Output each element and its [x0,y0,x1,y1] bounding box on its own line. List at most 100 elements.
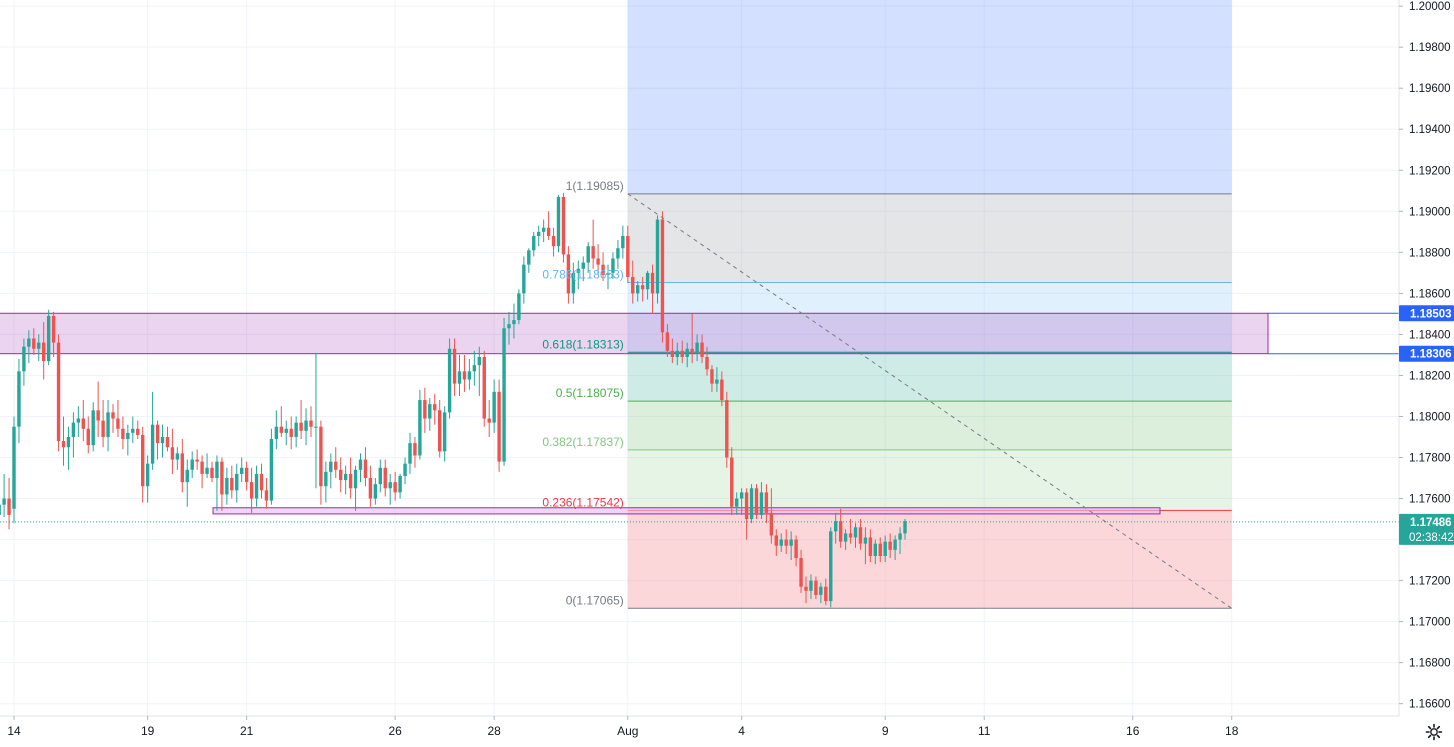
candle-body [339,469,343,481]
candle-body [91,410,95,446]
candle-body [61,441,66,448]
candle-body [848,533,853,538]
candle-body [804,586,808,591]
zone-price-tag [1399,305,1454,322]
candle-body [754,488,759,515]
candle-body [774,535,778,546]
price-tick-label: 1.20000 [1409,1,1451,13]
candle-body [393,482,397,493]
support-zone [212,507,1161,515]
candle-body [205,467,209,474]
candle-body [735,498,739,507]
candle-body [834,521,838,532]
candle-body [883,541,887,556]
candle-body [759,492,764,515]
candle-body [878,543,882,556]
fib-level-label: 0.382(1.17837) [542,435,623,449]
countdown-label: 02:38:42 [1409,532,1454,544]
candle-body [853,527,858,538]
trend-line [0,193,1399,609]
time-tick-label: 28 [487,724,501,738]
candle-body [819,586,823,595]
time-axis: 14 19 21 26 28 Aug 4 9 11 16 18 [0,715,1454,744]
fib-zone [627,401,1232,450]
candle-body [96,410,100,421]
candle-body [324,471,328,487]
candle-body [784,539,788,546]
time-tick-label: Aug [617,724,638,738]
time-tick-label: 11 [978,724,991,738]
grid [0,0,1399,716]
candle-body [190,459,194,470]
candle-body [101,420,105,437]
candle-body [155,424,160,444]
zone-price-tag-label: 1.18503 [1410,308,1452,320]
candle-body [665,332,670,351]
candle-body [566,254,571,294]
candle-body [240,467,244,474]
candle-body [37,342,41,349]
candle-body [353,469,358,489]
price-tick-label: 1.16800 [1409,658,1451,670]
price-tick-label: 1.19000 [1409,206,1451,218]
candle-body [650,272,655,294]
price-tick-label: 1.18600 [1409,288,1451,300]
last-price-tag [1399,513,1454,545]
candle-body [571,272,576,294]
candle-body [259,473,264,491]
candle-body [17,371,21,427]
candle-body [631,276,635,294]
candle-body [195,459,199,462]
candle-body [517,293,521,321]
candle-body [46,315,51,362]
gear-icon[interactable] [1424,722,1444,742]
candle-body [279,426,283,433]
candle-body [12,426,16,509]
candle-body [502,328,506,462]
candle-body [32,338,36,349]
candle-body [121,428,125,440]
candle-body [111,412,115,419]
candle-body [22,346,26,372]
candle-body [452,348,457,384]
candle-body [893,539,897,550]
candle-body [141,434,145,487]
time-axis-bg [0,716,1454,744]
candle-body [477,356,481,366]
price-tick-label: 1.16600 [1409,699,1451,711]
candle-body [541,227,546,232]
candle-body [235,473,239,491]
fib-zone [627,0,1232,194]
candle-body [165,436,170,448]
candle-body [482,356,486,419]
candle-body [428,404,432,419]
candle-body [749,488,754,520]
candle-body [0,504,1,515]
price-tick-label: 1.17200 [1409,576,1451,588]
candle-body [249,482,254,499]
price-tick-label: 1.19800 [1409,42,1451,54]
candle-body [685,348,689,357]
candle-body [254,473,259,499]
candle-body [779,539,783,546]
candle-body [527,250,531,265]
candle-body [611,258,615,273]
candle-body [294,422,298,437]
candle-body [398,475,402,493]
candle-body [645,272,650,290]
candle-body [794,539,798,559]
time-tick-label: 21 [240,724,254,738]
candle-body [556,196,561,247]
candle-body [744,492,749,520]
time-tick-label: 19 [141,724,155,738]
candle-body [56,342,61,442]
candle-body [764,492,769,513]
candle-body [373,484,378,499]
candle-body [304,420,308,431]
candle-body [586,246,590,263]
candle-body [829,531,833,602]
last-price-tag-label: 1.17486 [1410,517,1452,529]
candle-body [581,262,585,269]
fib-level-label: 0.236(1.17542) [542,495,623,509]
